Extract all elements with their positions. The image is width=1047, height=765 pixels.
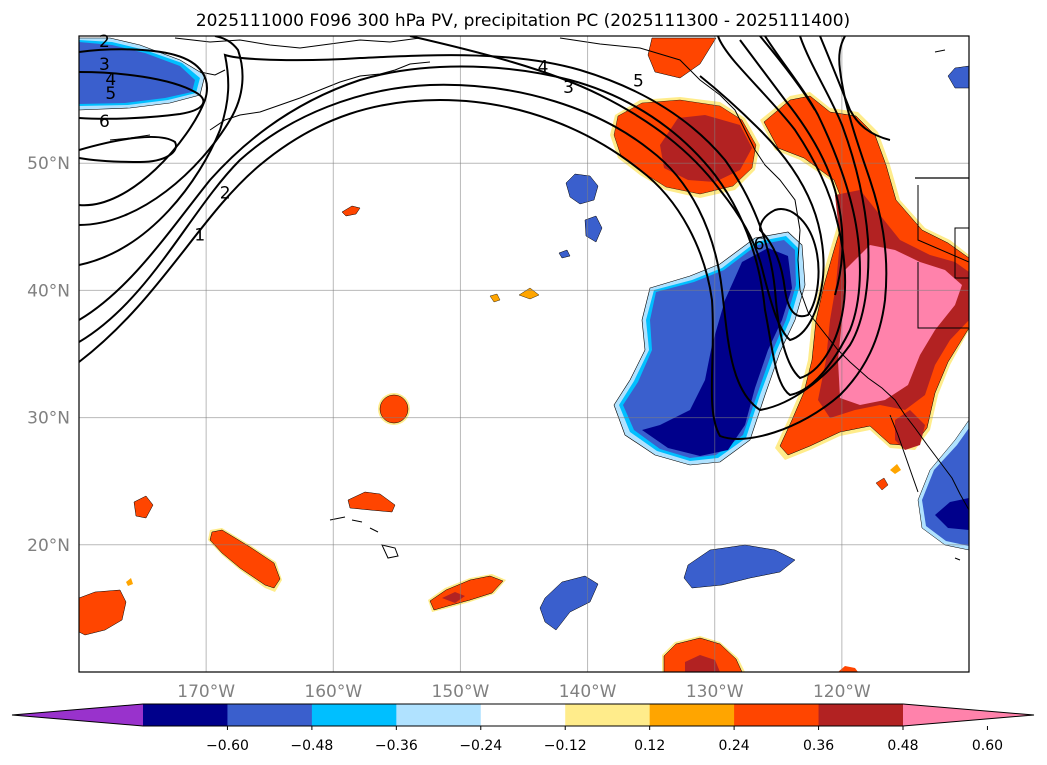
colorbar-tick-label: 0.60 (972, 738, 1003, 754)
positive-pc-blob-e (347, 491, 396, 513)
x-tick-label: 150°W (432, 682, 490, 702)
y-tick-label: 20°N (27, 536, 70, 556)
negative-pc-south-a (683, 544, 796, 589)
positive-pc-blob-k-max (685, 655, 720, 672)
colorbar-tick-label: 0.12 (634, 738, 665, 754)
map-frame (78, 35, 970, 673)
y-tick-label: 50°N (27, 154, 70, 174)
pv-contour-9 (409, 36, 825, 342)
colorbar-bin (227, 704, 313, 726)
pv-contour-label: 3 (563, 78, 574, 98)
positive-pc-blob-j-core (429, 575, 504, 611)
positive-pc-west-coast (760, 92, 969, 460)
pv-contour-2 (79, 36, 870, 412)
positive-pc-blob-d-core (379, 394, 409, 424)
pv-contour-label: 4 (105, 70, 116, 90)
precipitation-pc-field (79, 37, 969, 672)
pv-contour-8 (79, 135, 177, 164)
colorbar-tick-labels: −0.60 −0.48 −0.36 −0.24 −0.12 0.12 0.24 0.36 0.4… (206, 726, 1003, 754)
positive-pc-blob-m (875, 477, 889, 491)
negative-pc-blob-a (565, 173, 599, 205)
pv-contour-label: 2 (220, 183, 231, 203)
positive-pc-blob-a (341, 205, 361, 217)
pv-contour-label: 6 (99, 112, 110, 132)
y-tick-label: 30°N (27, 409, 70, 429)
pv-contour-6 (79, 36, 244, 226)
colorbar-bin (734, 704, 820, 726)
pv-contour-12 (759, 36, 816, 111)
pv-contour-label: 4 (538, 58, 549, 78)
colorbar-tick-label: 0.48 (887, 738, 918, 754)
colorbar-outline (11, 703, 1035, 727)
colorbar-bin (311, 704, 397, 726)
colorbar-bin (396, 704, 482, 726)
pv-contour-7 (79, 71, 205, 120)
x-tick-label: 170°W (177, 682, 235, 702)
x-tick-label: 140°W (559, 682, 617, 702)
positive-pc-blob-i (126, 578, 133, 586)
pv-contour-13 (819, 36, 891, 141)
colorbar-tick-label: −0.24 (459, 738, 502, 754)
pv-contour-label: 2 (99, 32, 110, 52)
positive-pc-blob-n (890, 464, 901, 474)
positive-pc-blob-b (489, 293, 501, 303)
positive-pc-blob-h (79, 589, 127, 636)
coastlines (109, 37, 969, 561)
pv-contour-label: 1 (194, 225, 205, 245)
colorbar-bin (480, 704, 566, 726)
colorbar-tick-label: 0.36 (803, 738, 834, 754)
colorbar-tick-label: −0.48 (290, 738, 333, 754)
colorbar-tick-label: −0.36 (375, 738, 418, 754)
colorbar-tick-label: −0.12 (544, 738, 587, 754)
positive-pc-blob-f (133, 495, 154, 519)
colorbar-extend-high (903, 704, 1034, 726)
pv-contour-1 (79, 36, 888, 440)
positive-pc-blob-k-core (663, 637, 743, 672)
colorbar-tick-label: 0.24 (719, 738, 750, 754)
colorbar (11, 703, 1035, 727)
pv-contour-label: 3 (99, 55, 110, 75)
colorbar-bin (818, 704, 904, 726)
pv-contour-5 (79, 48, 208, 207)
x-axis-tick-labels: 170°W 160°W 150°W 140°W 130°W 120°W (177, 682, 871, 702)
y-axis-tick-labels: 50°N 40°N 30°N 20°N (27, 154, 70, 556)
pv-contour-label: 5 (633, 72, 644, 92)
x-tick-label: 130°W (686, 682, 744, 702)
positive-pc-blob-l (838, 666, 858, 672)
pv-contour-label: 6 (754, 234, 765, 254)
negative-pc-south-b (539, 575, 599, 631)
colorbar-bin (565, 704, 651, 726)
colorbar-tick-label: −0.60 (206, 738, 249, 754)
colorbar-bin (649, 704, 735, 726)
positive-pc-blob-j-max (442, 592, 465, 603)
pv-contour-4 (79, 36, 847, 380)
negative-pc-blob-b (584, 215, 603, 243)
chart-title: 2025111000 F096 300 hPa PV, precipitatio… (196, 11, 850, 31)
pv-contour-11 (739, 39, 844, 296)
y-tick-label: 40°N (27, 281, 70, 301)
negative-pc-se (917, 419, 969, 551)
pv-contour-10 (758, 208, 820, 318)
x-tick-label: 120°W (813, 682, 871, 702)
colorbar-extend-low (12, 704, 143, 726)
negative-pc-blob-c (558, 249, 571, 259)
negative-pc-nw (79, 37, 206, 111)
pv-contour-label: 5 (105, 84, 116, 104)
pv-contours (79, 36, 891, 440)
x-tick-label: 160°W (304, 682, 362, 702)
negative-pc-ne (947, 65, 969, 89)
colorbar-bin (143, 704, 228, 726)
